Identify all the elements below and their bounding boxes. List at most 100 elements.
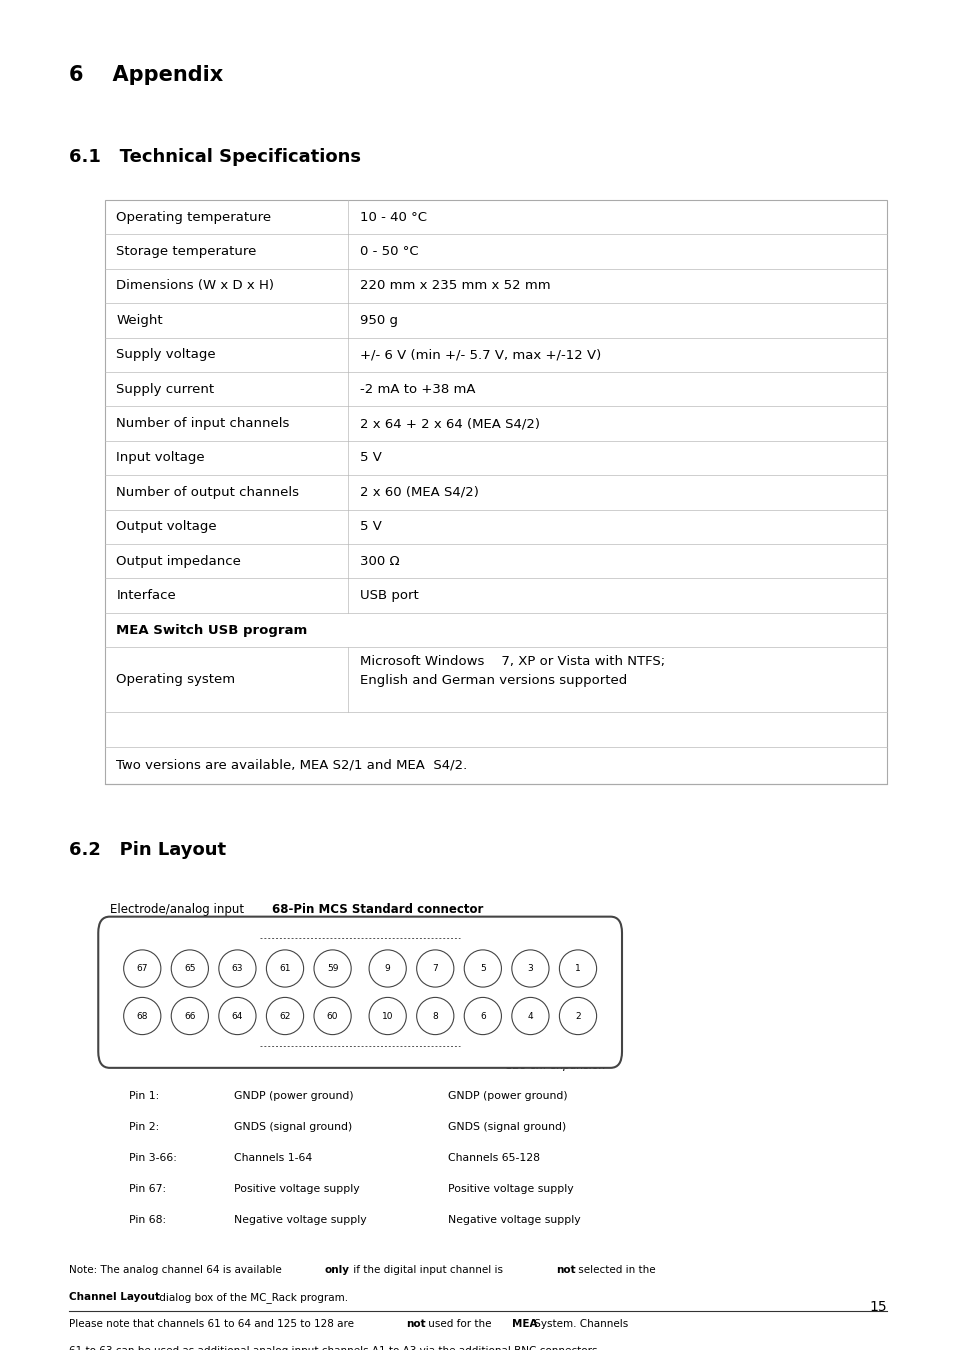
Text: 61: 61 [279,964,291,973]
Text: 300 Ω: 300 Ω [359,555,399,568]
Text: 10: 10 [381,1011,393,1021]
Text: 15: 15 [869,1300,886,1314]
Ellipse shape [416,998,454,1034]
Text: 63: 63 [232,964,243,973]
Text: if the digital input channel is: if the digital input channel is [350,1265,506,1274]
Text: Supply current: Supply current [116,382,214,396]
Text: 66: 66 [184,1011,195,1021]
Ellipse shape [369,998,406,1034]
Text: used for the: used for the [424,1319,495,1328]
Text: 2: 2 [575,1011,580,1021]
Text: 5 V: 5 V [359,520,381,533]
Text: 64: 64 [232,1011,243,1021]
Ellipse shape [314,998,351,1034]
Text: Please note that channels 61 to 64 and 125 to 128 are: Please note that channels 61 to 64 and 1… [69,1319,356,1328]
Text: Number of output channels: Number of output channels [116,486,299,500]
Text: USB port: USB port [359,589,418,602]
Text: 65: 65 [184,964,195,973]
Text: Negative voltage supply: Negative voltage supply [448,1215,580,1224]
Ellipse shape [416,950,454,987]
Text: Pin 67:: Pin 67: [129,1184,166,1193]
Text: GNDP (power ground): GNDP (power ground) [448,1091,567,1100]
Ellipse shape [511,998,549,1034]
Text: 950 g: 950 g [359,313,397,327]
Text: Positive voltage supply: Positive voltage supply [233,1184,359,1193]
Text: MEA Switch USB program: MEA Switch USB program [116,624,307,637]
Text: System. Channels: System. Channels [531,1319,628,1328]
Ellipse shape [314,950,351,987]
Text: 67: 67 [136,964,148,973]
Text: GNDP (power ground): GNDP (power ground) [233,1091,353,1100]
Text: Two versions are available, MEA S2/1 and MEA  S4/2.: Two versions are available, MEA S2/1 and… [116,759,467,772]
Ellipse shape [171,950,208,987]
Ellipse shape [266,998,303,1034]
Text: Output impedance: Output impedance [116,555,241,568]
Text: Pin 1:: Pin 1: [129,1091,159,1100]
Text: Storage temperature: Storage temperature [116,244,256,258]
Text: Channels 1-64: Channels 1-64 [233,1153,312,1162]
Text: Dimensions (W x D x H): Dimensions (W x D x H) [116,279,274,293]
Text: 9: 9 [384,964,390,973]
Ellipse shape [369,950,406,987]
Text: 0 - 50 °C: 0 - 50 °C [359,244,417,258]
Text: Positive voltage supply: Positive voltage supply [448,1184,574,1193]
Text: 1: 1 [575,964,580,973]
Text: only: only [325,1265,350,1274]
Text: not: not [406,1319,425,1328]
Text: 7: 7 [432,964,437,973]
Text: Supply voltage: Supply voltage [116,348,215,362]
Ellipse shape [218,998,255,1034]
Text: selected in the: selected in the [575,1265,655,1274]
Text: 6: 6 [479,1011,485,1021]
Text: Number of input channels: Number of input channels [116,417,290,431]
Text: 60: 60 [327,1011,338,1021]
Ellipse shape [511,950,549,987]
Text: Negative voltage supply: Negative voltage supply [233,1215,366,1224]
Text: Operating temperature: Operating temperature [116,211,272,224]
Text: 5 V: 5 V [359,451,381,464]
Text: Pin 2:: Pin 2: [129,1122,159,1131]
Text: dialog box of the MC_Rack program.: dialog box of the MC_Rack program. [156,1292,348,1303]
Ellipse shape [124,950,161,987]
Text: +/- 6 V (min +/- 5.7 V, max +/-12 V): +/- 6 V (min +/- 5.7 V, max +/-12 V) [359,348,600,362]
Text: GNDS (signal ground): GNDS (signal ground) [448,1122,566,1131]
Text: 6.1   Technical Specifications: 6.1 Technical Specifications [69,148,360,166]
Text: 61 to 63 can be used as additional analog input channels A1 to A3 via the additi: 61 to 63 can be used as additional analo… [69,1346,600,1350]
Text: Input voltage: Input voltage [116,451,205,464]
Text: 3: 3 [527,964,533,973]
Text: Channels 65-128: Channels 65-128 [448,1153,539,1162]
Text: Pin 68:: Pin 68: [129,1215,166,1224]
Text: 8: 8 [432,1011,437,1021]
Text: 62: 62 [279,1011,291,1021]
Text: Output voltage: Output voltage [116,520,216,533]
FancyBboxPatch shape [98,917,621,1068]
Text: 220 mm x 235 mm x 52 mm: 220 mm x 235 mm x 52 mm [359,279,550,293]
Text: Note: The analog channel 64 is available: Note: The analog channel 64 is available [69,1265,284,1274]
Text: 5: 5 [479,964,485,973]
Text: 59: 59 [327,964,338,973]
Text: 128 ch. expansion: 128 ch. expansion [506,1061,605,1071]
Ellipse shape [558,950,596,987]
Text: not: not [556,1265,576,1274]
Text: GNDS (signal ground): GNDS (signal ground) [233,1122,352,1131]
Text: 6    Appendix: 6 Appendix [69,65,223,85]
Ellipse shape [171,998,208,1034]
Text: Weight: Weight [116,313,163,327]
Ellipse shape [464,950,501,987]
Text: 68-Pin MCS Standard connector: 68-Pin MCS Standard connector [272,903,483,917]
Bar [105,200,886,784]
Text: MEA: MEA [512,1319,537,1328]
Text: 2 x 64 + 2 x 64 (MEA S4/2): 2 x 64 + 2 x 64 (MEA S4/2) [359,417,539,431]
Text: 4: 4 [527,1011,533,1021]
Ellipse shape [124,998,161,1034]
Text: -2 mA to +38 mA: -2 mA to +38 mA [359,382,475,396]
Text: Interface: Interface [116,589,176,602]
Ellipse shape [558,998,596,1034]
Text: Channel Layout: Channel Layout [69,1292,159,1301]
Ellipse shape [218,950,255,987]
Text: Pin 3-66:: Pin 3-66: [129,1153,176,1162]
Text: 68: 68 [136,1011,148,1021]
Text: 10 - 40 °C: 10 - 40 °C [359,211,426,224]
Text: 2 x 60 (MEA S4/2): 2 x 60 (MEA S4/2) [359,486,478,500]
Text: 6.2   Pin Layout: 6.2 Pin Layout [69,841,226,859]
